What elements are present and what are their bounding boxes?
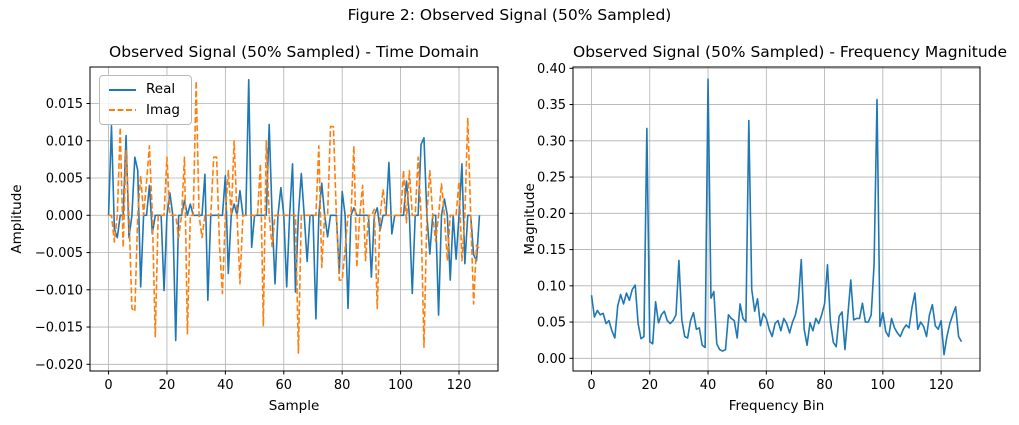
y-tick-label: 0.000: [46, 209, 83, 224]
x-tick-label: 20: [641, 378, 658, 393]
x-tick-label: 80: [816, 378, 833, 393]
series-line-real: [107, 78, 481, 342]
legend-entry-real: Real: [109, 81, 180, 97]
y-tick-label: −0.015: [35, 321, 83, 336]
time-domain-title: Observed Signal (50% Sampled) - Time Dom…: [109, 43, 479, 61]
series-line-magnitude: [590, 78, 963, 356]
x-tick-label: 40: [700, 378, 717, 393]
x-tick-label: 20: [159, 378, 176, 393]
y-tick-label: −0.020: [35, 358, 83, 373]
x-tick-label: 0: [104, 378, 112, 393]
legend-label: Imag: [146, 101, 180, 118]
x-tick-label: 120: [447, 378, 472, 393]
y-tick-label: 0.015: [46, 97, 83, 112]
legend-entry-imag: Imag: [109, 101, 180, 118]
y-tick-label: 0.40: [537, 62, 566, 77]
x-tick-label: 40: [217, 378, 234, 393]
tick-labels: 0 20 40 60 80 100 120 0.00 0.05 0.10 0.15 0.20 0.25 0…: [537, 62, 953, 393]
legend-label: Real: [146, 81, 176, 97]
legend-line-swatch: [109, 88, 136, 91]
legend-line-swatch: [109, 109, 136, 112]
time-domain-xlabel: Sample: [268, 398, 320, 414]
time-domain-ylabel: Amplitude: [9, 184, 25, 254]
y-tick-label: 0.25: [537, 171, 566, 186]
series-line-imag: [108, 80, 481, 354]
x-tick-label: 60: [758, 378, 775, 393]
frequency-title: Observed Signal (50% Sampled) - Frequenc…: [573, 43, 1008, 61]
figure-title: Figure 2: Observed Signal (50% Sampled): [347, 6, 672, 24]
y-tick-label: 0.20: [537, 207, 566, 222]
y-tick-label: 0.010: [46, 134, 83, 149]
y-tick-label: 0.35: [537, 98, 566, 113]
axes-frame: [572, 66, 981, 372]
x-tick-label: 0: [587, 378, 595, 393]
tick-labels: 0 20 40 60 80 100 120 −0.020 −0.015 −0.010 −0.005 0…: [35, 97, 472, 393]
axes-frame: [89, 66, 499, 372]
frequency-ylabel: Magnitude: [522, 183, 538, 255]
y-tick-label: 0.30: [537, 134, 566, 149]
x-tick-label: 100: [870, 378, 895, 393]
plot-area-1: 0 20 40 60 80 100 120 0.00 0.05 0.10 0.15 0.20 0.25 0…: [537, 62, 981, 393]
y-tick-label: 0.10: [537, 279, 566, 294]
y-tick-label: −0.010: [35, 283, 83, 298]
x-tick-label: 80: [334, 378, 351, 393]
x-tick-label: 60: [276, 378, 293, 393]
frequency-xlabel: Frequency Bin: [728, 398, 825, 414]
y-tick-label: 0.00: [537, 352, 566, 367]
y-tick-label: 0.15: [537, 243, 566, 258]
y-tick-label: 0.05: [537, 316, 566, 331]
y-tick-label: 0.005: [46, 172, 83, 187]
y-tick-label: −0.005: [35, 246, 83, 261]
x-tick-label: 100: [388, 378, 413, 393]
x-tick-label: 120: [929, 378, 954, 393]
legend: Real Imag: [99, 75, 192, 125]
